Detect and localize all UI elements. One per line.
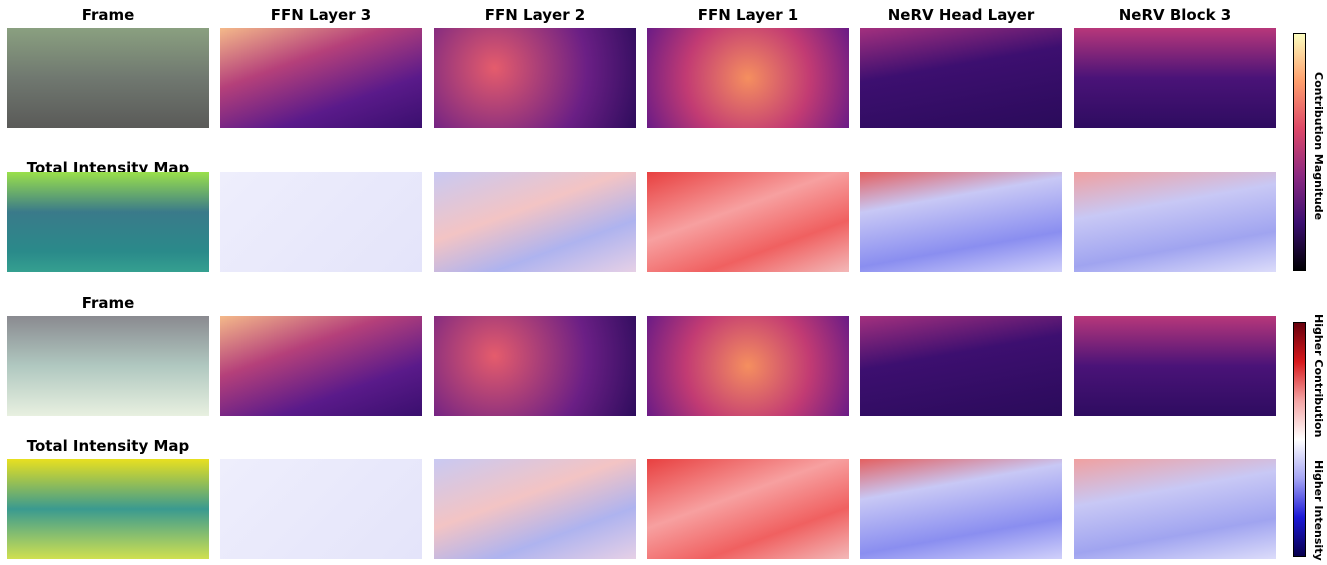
intensity-map bbox=[860, 172, 1062, 272]
frame-image bbox=[7, 316, 209, 416]
frame-image bbox=[7, 459, 209, 559]
contribution-map bbox=[1074, 28, 1276, 128]
colorbar-bwr bbox=[1293, 322, 1306, 557]
column-header: Frame bbox=[81, 6, 135, 24]
contribution-map bbox=[220, 28, 422, 128]
intensity-map bbox=[647, 459, 849, 559]
row-label: Total Intensity Map bbox=[26, 437, 190, 455]
intensity-map bbox=[220, 172, 422, 272]
intensity-map bbox=[1074, 172, 1276, 272]
colorbar-label-bottom: Higher Intensity bbox=[1312, 460, 1325, 561]
colorbar-label: Contribution Magnitude bbox=[1312, 72, 1325, 221]
contribution-map bbox=[647, 28, 849, 128]
intensity-map bbox=[434, 459, 636, 559]
colorbar-magma bbox=[1293, 33, 1306, 271]
column-header: NeRV Block 3 bbox=[1118, 6, 1232, 24]
frame-image bbox=[7, 28, 209, 128]
contribution-map bbox=[860, 28, 1062, 128]
intensity-map bbox=[434, 172, 636, 272]
contribution-map bbox=[434, 28, 636, 128]
row-label: Frame bbox=[81, 294, 135, 312]
contribution-map bbox=[647, 316, 849, 416]
contribution-map bbox=[434, 316, 636, 416]
colorbar-label-top: Higher Contribution bbox=[1312, 314, 1325, 438]
intensity-map bbox=[647, 172, 849, 272]
column-header: FFN Layer 3 bbox=[270, 6, 372, 24]
contribution-map bbox=[1074, 316, 1276, 416]
intensity-map bbox=[220, 459, 422, 559]
intensity-map bbox=[860, 459, 1062, 559]
column-header: FFN Layer 2 bbox=[484, 6, 586, 24]
intensity-map bbox=[1074, 459, 1276, 559]
contribution-map bbox=[220, 316, 422, 416]
contribution-map bbox=[860, 316, 1062, 416]
column-header: NeRV Head Layer bbox=[887, 6, 1035, 24]
column-header: FFN Layer 1 bbox=[697, 6, 799, 24]
frame-image bbox=[7, 172, 209, 272]
